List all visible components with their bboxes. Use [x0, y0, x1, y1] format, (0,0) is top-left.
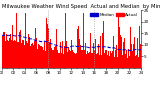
- Legend: Median, Actual: Median, Actual: [89, 13, 139, 17]
- Text: Milwaukee Weather Wind Speed  Actual and Median  by Minute  (24 Hours) (Old): Milwaukee Weather Wind Speed Actual and …: [2, 4, 160, 9]
